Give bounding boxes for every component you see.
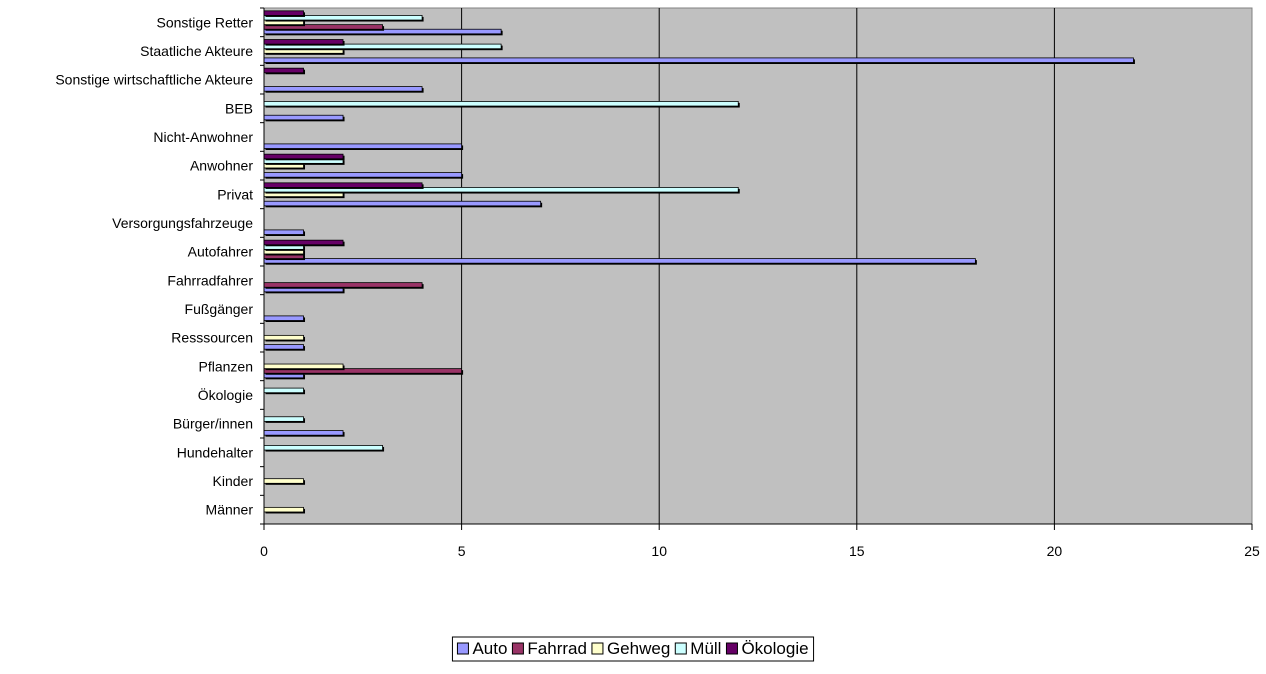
bar-auto (263, 57, 1134, 63)
legend-swatch-fahrrad (511, 642, 524, 655)
bars (263, 10, 1135, 514)
category-label: Sonstige wirtschaftliche Akteure (55, 72, 253, 88)
gridlines (461, 8, 1055, 524)
bar-mull (263, 416, 304, 422)
bar-auto (263, 86, 423, 92)
category-label: Resssourcen (171, 330, 253, 346)
legend-label-auto: Auto (472, 639, 507, 658)
bar-okologie (263, 182, 423, 188)
category-label: Autofahrer (188, 244, 254, 260)
bar-fahrrad (263, 282, 423, 288)
x-ticks: 0 5 10 15 20 25 (260, 524, 1260, 559)
legend-label-gehweg: Gehweg (607, 639, 670, 658)
category-label: Hundehalter (177, 444, 254, 460)
plot-area (263, 7, 1253, 525)
category-label: Staatliche Akteure (140, 43, 253, 59)
bar-mull (263, 445, 383, 451)
x-tick-label: 5 (458, 543, 466, 559)
bar-gehweg (263, 506, 304, 513)
bar-okologie (263, 10, 304, 16)
category-label: Privat (217, 186, 253, 202)
legend-swatch-mull (674, 642, 687, 655)
bar-okologie (263, 239, 344, 246)
bar-okologie (263, 39, 344, 45)
bar-auto (263, 172, 463, 178)
category-label: Fußgänger (185, 301, 254, 317)
bar-auto (263, 114, 344, 121)
bar-auto (263, 143, 463, 149)
bar-auto (263, 258, 976, 264)
category-label: Männer (206, 502, 254, 518)
bar-auto (263, 430, 344, 436)
x-tick-label: 25 (1244, 543, 1260, 559)
legend-swatch-okologie (725, 642, 738, 655)
bar-auto (263, 344, 304, 350)
category-labels: Männer Kinder Hundehalter Bürger/innen Ökolo… (55, 14, 253, 517)
category-label: BEB (225, 100, 253, 116)
bar-okologie (263, 67, 304, 74)
category-label: Sonstige Retter (157, 14, 254, 30)
legend-label-fahrrad: Fahrrad (527, 639, 587, 658)
bar-auto (263, 229, 304, 235)
bar-gehweg (263, 363, 344, 370)
category-label: Kinder (213, 473, 254, 489)
bar-gehweg (263, 334, 304, 341)
x-tick-label: 10 (651, 543, 667, 559)
category-label: Bürger/innen (173, 416, 253, 432)
bar-okologie (263, 153, 344, 160)
y-tick-marks (260, 7, 264, 525)
bar-auto (263, 200, 542, 207)
category-label: Ökologie (198, 386, 253, 403)
category-label: Pflanzen (199, 358, 253, 374)
category-label: Versorgungsfahrzeuge (112, 215, 253, 231)
category-label: Anwohner (190, 158, 253, 174)
bar-gehweg (263, 478, 304, 484)
bar-mull (263, 101, 739, 107)
bar-auto (263, 315, 304, 321)
legend-swatch-gehweg (591, 642, 604, 655)
legend-label-mull: Müll (690, 639, 721, 658)
x-tick-label: 15 (849, 543, 865, 559)
x-tick-label: 0 (260, 543, 268, 559)
category-label: Fahrradfahrer (167, 272, 253, 288)
legend: Auto Fahrrad Gehweg Müll Ökologie (451, 636, 815, 662)
x-tick-label: 20 (1047, 543, 1063, 559)
legend-swatch-auto (456, 642, 469, 655)
category-label: Nicht-Anwohner (153, 129, 253, 145)
legend-label-okologie: Ökologie (741, 639, 808, 658)
bar-mull (263, 387, 304, 394)
